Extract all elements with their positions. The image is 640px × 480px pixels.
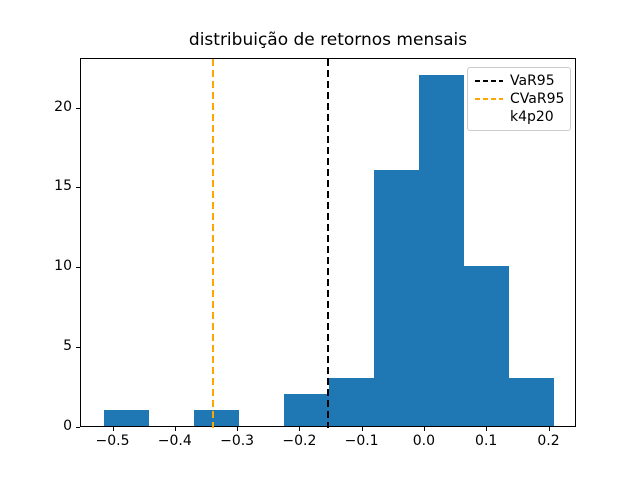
x-tick-mark	[486, 427, 488, 431]
var95-dashed-line-sample	[475, 80, 503, 82]
plot-area	[80, 58, 576, 428]
y-tick-label: 20	[54, 98, 72, 115]
y-tick-label: 0	[63, 418, 72, 434]
cvar95-dashed-line-sample	[475, 98, 503, 100]
x-tick-label: −0.3	[220, 433, 255, 449]
var95-line	[327, 59, 330, 428]
legend: VaR95 CVaR95 k4p20	[467, 67, 571, 131]
y-tick-mark	[76, 347, 80, 349]
histogram-bar	[509, 378, 555, 426]
y-tick-label: 5	[63, 338, 72, 355]
x-tick-mark	[237, 427, 239, 431]
legend-label: CVaR95	[510, 91, 565, 107]
histogram-bar	[419, 74, 465, 426]
legend-label: k4p20	[510, 109, 554, 125]
x-tick-label: −0.5	[95, 433, 130, 449]
x-tick-label: −0.4	[157, 433, 192, 449]
histogram-bar	[374, 170, 420, 426]
x-tick-label: 0.0	[412, 433, 436, 449]
histogram-bar	[464, 266, 510, 426]
histogram-bar	[283, 394, 329, 426]
y-tick-mark	[76, 267, 80, 269]
x-tick-label: −0.2	[282, 433, 317, 449]
x-tick-mark	[548, 427, 550, 431]
histogram-bar	[193, 410, 239, 426]
x-tick-mark	[299, 427, 301, 431]
x-tick-label: 0.1	[475, 433, 498, 449]
cvar95-line	[212, 59, 215, 428]
legend-entry-k4p20: k4p20	[475, 108, 563, 126]
x-tick-mark	[361, 427, 363, 431]
x-tick-mark	[423, 427, 425, 431]
empty-line-sample	[475, 116, 503, 118]
y-tick-mark	[76, 187, 80, 189]
histogram-bar	[103, 410, 149, 426]
legend-entry-cvar95: CVaR95	[475, 90, 565, 108]
y-tick-mark	[76, 107, 80, 109]
chart-title: distribuição de retornos mensais	[188, 30, 468, 50]
legend-label: VaR95	[510, 73, 555, 89]
x-tick-mark	[174, 427, 176, 431]
y-tick-label: 10	[54, 258, 72, 275]
x-tick-label: −0.1	[344, 433, 379, 449]
x-tick-label: 0.2	[537, 433, 560, 449]
y-tick-mark	[76, 427, 80, 428]
legend-entry-var95: VaR95	[475, 72, 563, 90]
x-tick-mark	[112, 427, 114, 431]
histogram-bar	[329, 378, 375, 426]
y-tick-label: 15	[54, 178, 72, 195]
